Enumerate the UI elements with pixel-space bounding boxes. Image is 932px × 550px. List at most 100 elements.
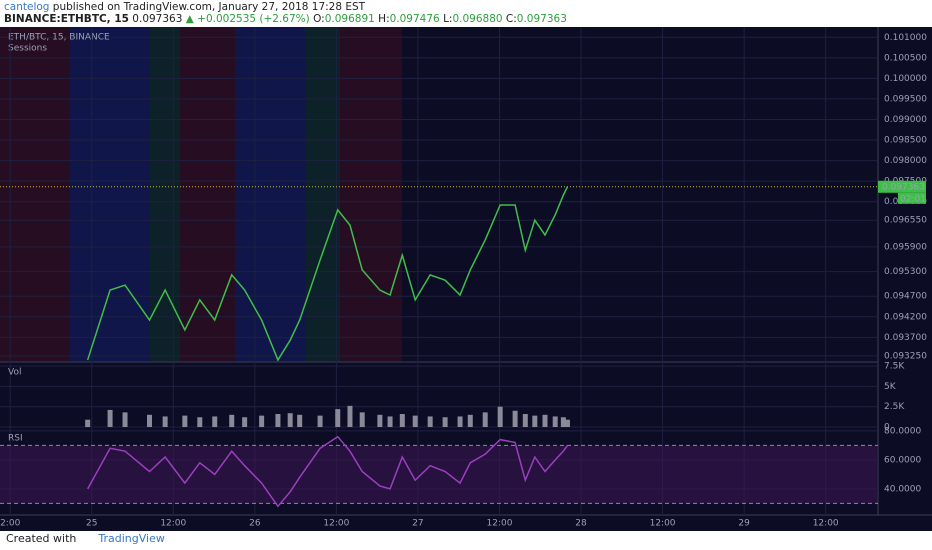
volume-bar xyxy=(275,414,281,427)
publish-line: cantelog published on TradingView.com, J… xyxy=(4,1,365,13)
legend-label: RSI xyxy=(8,434,23,444)
publish-info: published on TradingView.com, January 27… xyxy=(52,1,366,13)
volume-bar xyxy=(457,416,463,427)
change: ▲ +0.002535 (+2.67%) xyxy=(185,13,310,25)
author[interactable]: cantelog xyxy=(4,1,50,13)
session-band xyxy=(235,27,305,362)
y-tick-label: 2.5K xyxy=(884,402,905,412)
x-tick-label: 28 xyxy=(575,519,587,529)
x-tick-label: 29 xyxy=(738,519,750,529)
session-band xyxy=(180,27,235,362)
price: 0.097363 xyxy=(132,13,183,25)
volume-bar xyxy=(522,414,528,427)
y-tick-label: 0.094200 xyxy=(884,312,927,322)
h-label: H: xyxy=(378,13,390,25)
y-tick-label: 0.094700 xyxy=(884,292,927,302)
x-tick-label: 12:00 xyxy=(650,519,676,529)
volume-bar xyxy=(442,417,448,427)
y-tick-label: 0.096550 xyxy=(884,216,927,226)
volume-bar xyxy=(212,416,218,427)
volume-bar xyxy=(197,417,203,427)
volume-bar xyxy=(359,412,365,427)
volume-bar xyxy=(85,419,91,427)
volume-bar xyxy=(427,416,433,427)
session-band xyxy=(150,27,180,362)
rsi-band-fill xyxy=(0,445,878,504)
volume-bar xyxy=(497,406,503,427)
volume-bar xyxy=(147,414,153,427)
legend-label: Vol xyxy=(8,368,21,378)
session-band xyxy=(0,27,70,362)
series-line xyxy=(86,186,569,362)
x-tick-label: 12:00 xyxy=(323,519,349,529)
volume-bar xyxy=(399,414,405,427)
series-line xyxy=(87,435,569,508)
x-tick-label: 12:00 xyxy=(487,519,513,529)
x-tick-label: 2:00 xyxy=(0,519,20,529)
y-tick-label: 7.5K xyxy=(884,362,905,372)
y-tick-label: 80.0000 xyxy=(884,426,921,436)
brand[interactable]: TradingView xyxy=(98,532,165,545)
open: 0.096891 xyxy=(324,13,375,25)
created-with: Created with xyxy=(6,532,77,545)
volume-bar xyxy=(229,414,235,427)
volume-bar xyxy=(564,419,570,427)
high: 0.097476 xyxy=(389,13,440,25)
countdown: 02:01 xyxy=(900,194,926,204)
y-tick-label: 0.100500 xyxy=(884,53,927,63)
close: 0.097363 xyxy=(516,13,567,25)
volume-bar xyxy=(347,405,353,427)
volume-bar xyxy=(182,415,188,427)
volume-bar xyxy=(552,416,558,427)
ohlc-line: BINANCE:ETHBTC, 15 0.097363 ▲ +0.002535 … xyxy=(4,13,567,25)
x-tick-label: 26 xyxy=(249,519,261,529)
volume-bar xyxy=(532,415,538,427)
x-tick-label: 12:00 xyxy=(813,519,839,529)
volume-bar xyxy=(560,417,566,427)
y-tick-label: 40.0000 xyxy=(884,484,921,494)
legend-label: ETH/BTC, 15, BINANCE xyxy=(8,33,110,43)
volume-bar xyxy=(542,414,548,427)
chart: 0.101000 0.100500 0.100000 0.099500 0.099000… xyxy=(0,27,932,531)
y-tick-label: 0.095300 xyxy=(884,267,927,277)
volume-bar xyxy=(297,414,303,427)
sessions xyxy=(0,27,402,362)
y-tick-label: 0.095900 xyxy=(884,242,927,252)
x-tick-label: 27 xyxy=(412,519,423,529)
y-tick-label: 0.099000 xyxy=(884,115,927,125)
volume-bar xyxy=(512,410,518,427)
y-tick-label: 0.093250 xyxy=(884,351,927,361)
y-tick-label: 0.100000 xyxy=(884,74,927,84)
volume-bar xyxy=(242,417,248,427)
symbol: BINANCE:ETHBTC, 15 xyxy=(4,13,129,25)
price-badge xyxy=(878,180,926,193)
footer: Created with TradingView xyxy=(6,532,165,545)
volume-bar xyxy=(335,409,341,427)
volume-bar xyxy=(377,414,383,427)
y-tick-label: 0 xyxy=(884,423,890,433)
volume-bar xyxy=(259,415,265,427)
session-band xyxy=(70,27,150,362)
c-label: C: xyxy=(505,13,517,25)
volume-bar xyxy=(317,415,323,427)
last-price-label: 0.097363 xyxy=(882,182,925,192)
volume-bar xyxy=(287,413,293,427)
volume-bar xyxy=(387,416,393,427)
volume-bar xyxy=(162,416,168,427)
y-tick-label: 0.093700 xyxy=(884,333,927,343)
y-tick-label: 0.098500 xyxy=(884,136,927,146)
y-tick-label: 0.098000 xyxy=(884,156,927,166)
session-band xyxy=(305,27,340,362)
x-tick-label: 12:00 xyxy=(160,519,186,529)
low: 0.096880 xyxy=(452,13,503,25)
countdown-badge xyxy=(898,192,926,204)
y-tick-label: 5K xyxy=(884,382,897,392)
y-tick-label: 60.0000 xyxy=(884,455,921,465)
legend-label: Sessions xyxy=(8,44,47,54)
x-tick-label: 25 xyxy=(86,519,97,529)
volume-bar xyxy=(482,412,488,427)
volume-bar xyxy=(107,409,113,427)
volume-bar xyxy=(412,415,418,427)
y-tick-label: 0.099500 xyxy=(884,94,927,104)
